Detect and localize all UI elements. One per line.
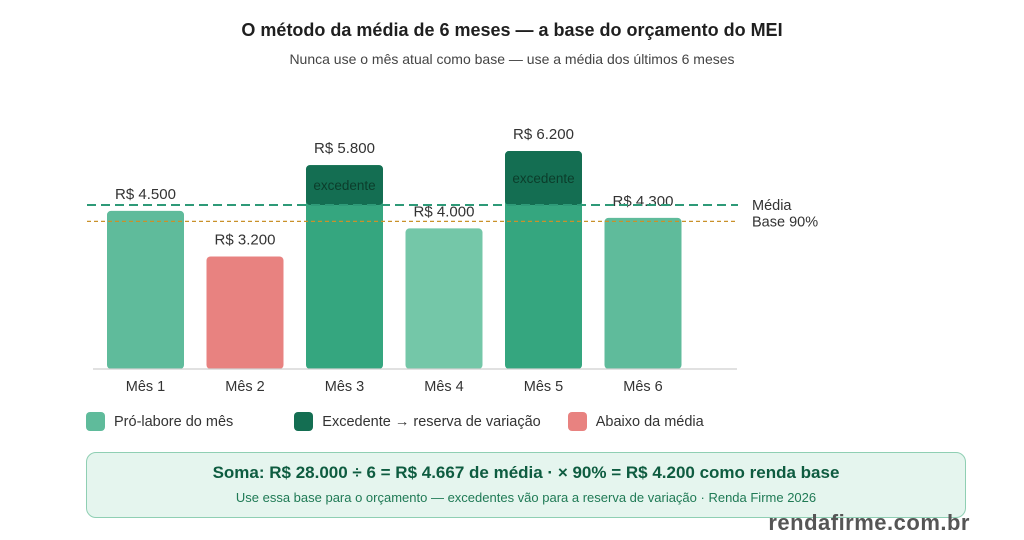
legend-swatch-abaixo [567, 412, 587, 431]
legend-label-pro-labore: Pró-labore do mês [114, 413, 234, 430]
bar-1 [107, 210, 184, 369]
summary-box: Soma: R$ 28.000 ÷ 6 = R$ 4.667 de média … [86, 452, 966, 518]
value-label-6: R$ 4.300 [613, 193, 674, 210]
bar-excedente-3 [306, 165, 383, 205]
chart-subtitle: Nunca use o mês atual como base — use a … [289, 51, 735, 67]
bar-4 [405, 228, 483, 369]
watermark-text: rendafirme.com.br [768, 510, 970, 535]
chart-title: O método da média de 6 meses — a base do… [241, 20, 783, 40]
value-label-2: R$ 3.200 [215, 232, 276, 249]
legend-label-abaixo: Abaixo da média [595, 413, 704, 430]
legend-item-abaixo: Abaixo da média [567, 412, 704, 431]
value-label-1: R$ 4.500 [115, 186, 176, 203]
x-tick-label-5: Mês 5 [524, 379, 564, 395]
legend-swatch-pro-labore [86, 412, 105, 431]
bar-3 [306, 165, 383, 369]
x-tick-label-1: Mês 1 [126, 379, 166, 395]
x-tick-label-6: Mês 6 [623, 379, 663, 395]
reference-label-1: Média [752, 198, 792, 214]
value-label-4: R$ 4.000 [414, 203, 475, 220]
legend-item-pro-labore: Pró-labore do mês [86, 412, 233, 431]
excedente-label-3: excedente [313, 178, 375, 193]
excedente-label-5: excedente [512, 171, 574, 186]
x-tick-label-2: Mês 2 [225, 379, 265, 395]
reference-label-2: Base 90% [752, 214, 818, 230]
legend-swatch-excedente [294, 412, 314, 431]
bar-2 [206, 256, 284, 369]
legend-label-excedente: Excedente → reserva de variação [322, 413, 541, 430]
chart-legend: Pró-labore do mês Excedente → reserva de… [86, 412, 731, 431]
bar-chart: R$ 4.500 Mês 1 R$ 3.200 Mês 2 excedente R$ 5.… [87, 126, 818, 395]
x-tick-label-4: Mês 4 [424, 379, 464, 395]
legend-item-excedente: Excedente → reserva de variação [294, 412, 541, 431]
summary-sub-text: Use essa base para o orçamento — exceden… [235, 490, 817, 505]
value-label-3: R$ 5.800 [314, 140, 375, 157]
value-label-5: R$ 6.200 [513, 126, 574, 143]
bar-6 [604, 217, 682, 369]
x-tick-label-3: Mês 3 [325, 379, 365, 395]
summary-main-text: Soma: R$ 28.000 ÷ 6 = R$ 4.667 de média … [212, 463, 840, 482]
bar-excedente-5 [505, 151, 582, 205]
